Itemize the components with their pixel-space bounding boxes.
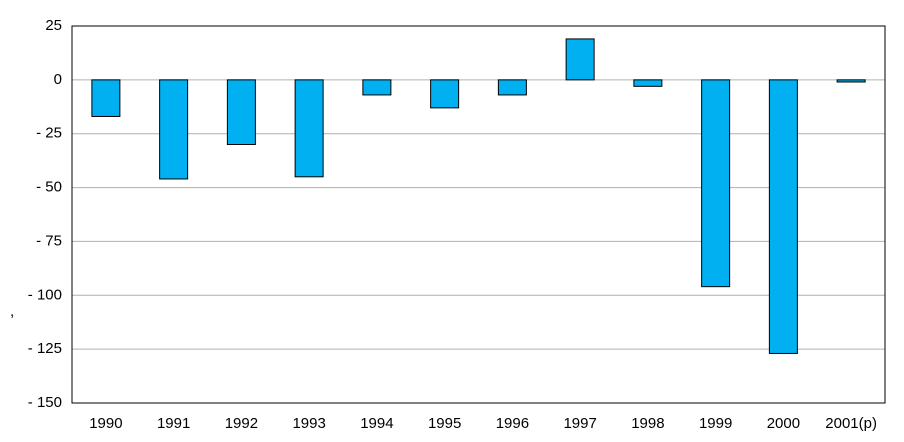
- x-tick-label: 1990: [89, 415, 122, 432]
- y-tick-label: - 150: [28, 394, 62, 411]
- plot-frame: [71, 25, 886, 404]
- bar: [836, 79, 866, 83]
- y-tick-label: - 50: [36, 179, 62, 196]
- y-tick-label: - 75: [36, 232, 62, 249]
- y-tick-label: - 100: [28, 286, 62, 303]
- bar: [91, 79, 121, 117]
- bar: [362, 79, 392, 96]
- annotation: ,: [10, 303, 14, 320]
- x-tick-label: 1993: [292, 415, 325, 432]
- bar: [226, 79, 256, 145]
- y-tick-label: 25: [45, 17, 62, 34]
- bar: [294, 79, 324, 178]
- bar: [159, 79, 189, 180]
- bar: [430, 79, 460, 109]
- x-tick-label: 1992: [225, 415, 258, 432]
- y-tick-label: - 125: [28, 340, 62, 357]
- bar: [701, 79, 731, 288]
- x-tick-label: 1991: [157, 415, 190, 432]
- bar: [565, 38, 595, 81]
- bar: [633, 79, 663, 87]
- x-tick-label: 2000: [767, 415, 800, 432]
- x-tick-label: 2001(p): [825, 415, 877, 432]
- x-tick-label: 1996: [496, 415, 529, 432]
- x-tick-label: 1998: [631, 415, 664, 432]
- bar: [768, 79, 798, 354]
- bar: [497, 79, 527, 96]
- y-tick-label: 0: [54, 71, 62, 88]
- y-tick-label: - 25: [36, 125, 62, 142]
- x-tick-label: 1994: [360, 415, 393, 432]
- x-tick-label: 1997: [563, 415, 596, 432]
- x-tick-label: 1995: [428, 415, 461, 432]
- x-tick-label: 1999: [699, 415, 732, 432]
